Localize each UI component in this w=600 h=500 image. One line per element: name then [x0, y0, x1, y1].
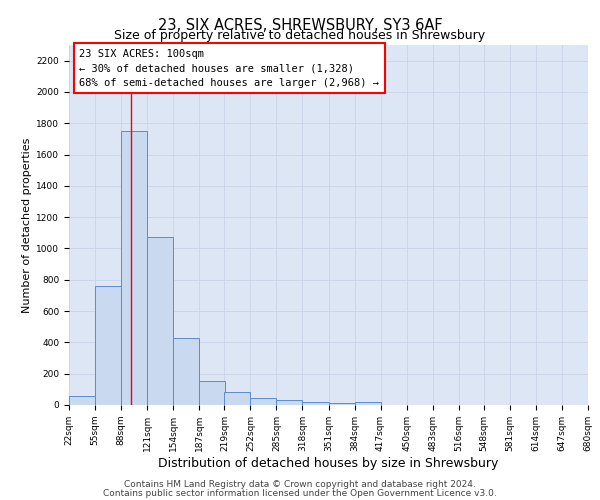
Bar — [95, 286, 121, 405]
Y-axis label: Number of detached properties: Number of detached properties — [22, 138, 32, 312]
Text: 23 SIX ACRES: 100sqm
← 30% of detached houses are smaller (1,328)
68% of semi-de: 23 SIX ACRES: 100sqm ← 30% of detached h… — [79, 48, 379, 88]
Bar — [224, 392, 250, 405]
Bar — [302, 402, 329, 405]
Bar — [329, 402, 355, 405]
Bar — [199, 380, 225, 405]
Bar — [121, 131, 147, 405]
Bar — [69, 396, 95, 405]
Bar — [250, 398, 277, 405]
Bar — [277, 400, 302, 405]
Bar — [173, 338, 199, 405]
Bar — [147, 236, 173, 405]
Text: Contains HM Land Registry data © Crown copyright and database right 2024.: Contains HM Land Registry data © Crown c… — [124, 480, 476, 489]
Text: Size of property relative to detached houses in Shrewsbury: Size of property relative to detached ho… — [115, 29, 485, 42]
Text: Contains public sector information licensed under the Open Government Licence v3: Contains public sector information licen… — [103, 489, 497, 498]
X-axis label: Distribution of detached houses by size in Shrewsbury: Distribution of detached houses by size … — [158, 456, 499, 469]
Text: 23, SIX ACRES, SHREWSBURY, SY3 6AF: 23, SIX ACRES, SHREWSBURY, SY3 6AF — [158, 18, 442, 32]
Bar — [355, 402, 380, 405]
